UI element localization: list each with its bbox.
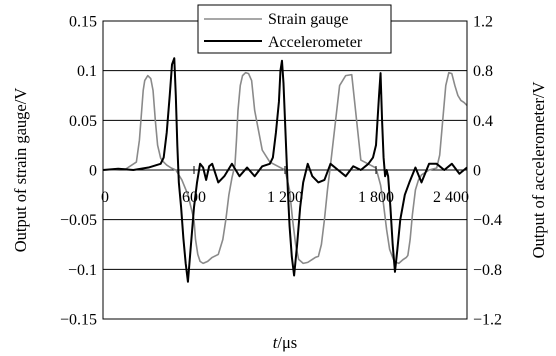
y-left-tick-label: −0.1 [68,262,97,279]
legend-box [197,4,392,54]
legend: Strain gauge Accelerometer [197,4,392,54]
series-layer [102,57,468,283]
y-right-tick-label: 0 [473,163,481,180]
x-tick-label: 1 200 [267,189,303,206]
y-axis-label-left: Output of strain gauge/V [11,88,30,253]
x-axis-label: t/μs [273,333,297,352]
x-tick-label: 2 400 [433,189,469,206]
y-right-tick-label: 0.8 [473,63,493,80]
series-line-strain-gauge [102,71,468,265]
legend-label-strain-gauge: Strain gauge [268,11,348,28]
x-tick-label: 600 [182,189,206,206]
x-tick-label: 0 [101,189,109,206]
series-line-accelerometer [102,57,468,283]
y-left-tick-label: 0.1 [77,63,97,80]
y-right-tick-label: −1.2 [473,312,502,329]
y-left-tick-label: 0 [89,163,97,180]
y-right-tick-label: −0.4 [473,212,502,229]
y-right-tick-label: −0.8 [473,262,502,279]
y-right-tick-label: 1.2 [473,14,493,31]
y-axis-label-right: Output of accelerometer/V [529,82,548,259]
x-tick-label: 1 800 [358,189,394,206]
ticks: −0.15−0.1−0.0500.050.10.15−1.2−0.8−0.400… [60,14,502,329]
y-left-tick-label: 0.15 [69,14,97,31]
legend-label-accelerometer: Accelerometer [268,34,363,51]
x-axis-label-unit: /μs [277,333,297,352]
y-right-tick-label: 0.4 [473,113,493,130]
y-left-tick-label: −0.15 [60,312,97,329]
x-axis-label-symbol: t [273,333,278,352]
y-left-tick-label: 0.05 [69,113,97,130]
y-left-tick-label: −0.05 [60,212,97,229]
